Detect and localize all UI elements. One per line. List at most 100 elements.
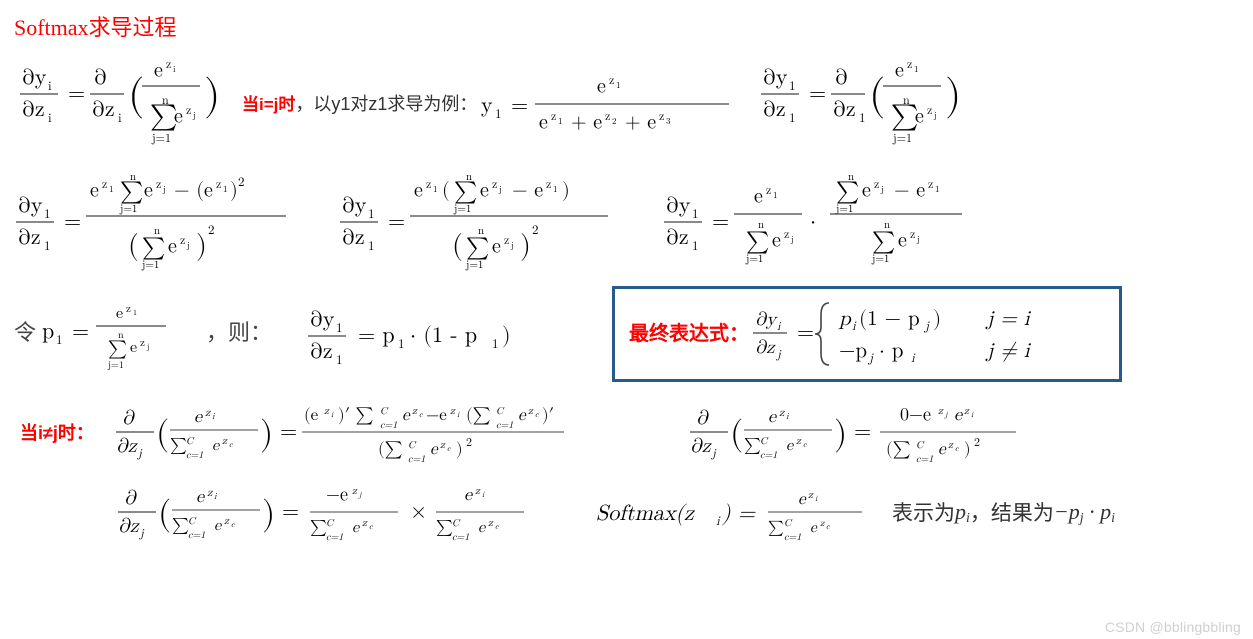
svg-text:j: j xyxy=(192,111,196,120)
svg-text:∂y: ∂y xyxy=(763,67,788,89)
svg-text:e: e xyxy=(938,441,947,458)
svg-text:e: e xyxy=(898,230,907,250)
svg-text:z: z xyxy=(412,406,418,417)
row-3: 令 p1 = ez1 n ∑j=1 ezj ，则： ∂y1 ∂z1 = p1 ·… xyxy=(14,286,1239,382)
sym-neg-pjpi: −pj · pi xyxy=(1054,501,1115,526)
svg-text:∂: ∂ xyxy=(94,67,107,89)
sym-pi: pi xyxy=(955,501,970,526)
svg-text:∂y: ∂y xyxy=(22,67,47,89)
svg-text:j=1: j=1 xyxy=(151,133,171,145)
svg-text:∂y: ∂y xyxy=(755,310,778,329)
svg-text:j: j xyxy=(916,235,920,244)
svg-text:z: z xyxy=(528,406,534,417)
svg-text:j=1: j=1 xyxy=(871,254,889,265)
svg-text:=: = xyxy=(712,211,729,233)
svg-text:c=1: c=1 xyxy=(408,454,425,464)
svg-text:1: 1 xyxy=(616,81,621,90)
svg-text:z: z xyxy=(796,436,802,447)
svg-text:e: e xyxy=(518,407,527,424)
svg-text:∂z: ∂z xyxy=(342,227,365,249)
svg-text:i: i xyxy=(48,80,52,93)
svg-text:e: e xyxy=(539,112,548,132)
svg-text:z: z xyxy=(779,407,786,419)
svg-text:∑: ∑ xyxy=(120,181,143,204)
svg-text:(: ( xyxy=(156,417,169,453)
svg-text:=: = xyxy=(64,211,81,233)
svg-text:1: 1 xyxy=(44,240,51,253)
svg-text:(∑: (∑ xyxy=(886,441,911,459)
svg-text:∂y: ∂y xyxy=(18,195,43,217)
svg-text:·: · xyxy=(810,211,816,233)
svg-text:2: 2 xyxy=(466,437,472,449)
svg-text:j=1: j=1 xyxy=(107,360,124,370)
svg-text:p: p xyxy=(42,321,54,343)
svg-text:z: z xyxy=(126,304,131,315)
svg-text:z: z xyxy=(450,406,456,417)
svg-text:j: j xyxy=(790,235,794,244)
svg-text:z: z xyxy=(440,440,446,451)
svg-text:=: = xyxy=(72,321,89,343)
svg-text:∂y: ∂y xyxy=(342,195,367,217)
svg-text:e: e xyxy=(194,408,204,426)
svg-text:j: j xyxy=(933,111,937,120)
svg-text:j=1: j=1 xyxy=(141,260,159,271)
svg-text:c=1: c=1 xyxy=(452,532,469,542)
svg-text:− e: − e xyxy=(512,180,543,200)
svg-text:i: i xyxy=(911,352,916,365)
svg-text:2: 2 xyxy=(612,117,617,126)
svg-text:p: p xyxy=(838,309,852,330)
svg-text:c: c xyxy=(229,441,234,449)
svg-text:= p: = p xyxy=(358,325,395,347)
watermark: CSDN @bblingbbling xyxy=(1105,619,1241,635)
svg-text:C: C xyxy=(326,518,335,528)
eq-step1: ∂y1 ∂z1 = ez1 n ∑j=1 ezj − (ez1 )2 ( n ∑… xyxy=(14,162,304,282)
svg-text:j: j xyxy=(498,185,502,194)
svg-text:c=1: c=1 xyxy=(784,532,801,542)
svg-text:1: 1 xyxy=(553,185,558,194)
svg-text:e: e xyxy=(414,180,423,200)
svg-text:∂y: ∂y xyxy=(666,195,691,217)
svg-text:∂z: ∂z xyxy=(763,99,786,121)
svg-text:0−e: 0−e xyxy=(900,406,931,424)
svg-text:− e: − e xyxy=(894,180,925,200)
svg-text:1: 1 xyxy=(789,112,796,125)
svg-text:(: ( xyxy=(128,232,139,261)
svg-text:e: e xyxy=(174,106,183,126)
svg-text:y: y xyxy=(481,95,493,117)
svg-text:z: z xyxy=(907,59,912,71)
svg-text:j = i: j = i xyxy=(985,309,1032,330)
svg-text:e: e xyxy=(196,488,206,506)
svg-text:z: z xyxy=(224,516,230,527)
svg-text:=: = xyxy=(854,421,871,443)
svg-text:c=1: c=1 xyxy=(326,532,343,542)
svg-text:1: 1 xyxy=(495,108,502,121)
svg-text:): ) xyxy=(834,417,847,453)
svg-text:z: z xyxy=(426,179,431,191)
svg-text:z: z xyxy=(216,179,221,191)
svg-text:i: i xyxy=(173,65,176,74)
svg-text:z: z xyxy=(928,179,933,191)
svg-text:2: 2 xyxy=(974,437,980,449)
svg-text:(∑: (∑ xyxy=(378,441,403,459)
svg-text:i: i xyxy=(457,411,460,419)
row-2: ∂y1 ∂z1 = ez1 n ∑j=1 ezj − (ez1 )2 ( n ∑… xyxy=(14,162,1239,282)
svg-text:z: z xyxy=(874,179,879,191)
svg-text:C: C xyxy=(916,440,925,450)
svg-text:1: 1 xyxy=(433,185,438,194)
svg-text:i: i xyxy=(716,515,721,528)
svg-text:1: 1 xyxy=(44,208,51,221)
svg-text:e: e xyxy=(786,438,795,454)
svg-text:(e: (e xyxy=(304,407,319,425)
svg-text:i: i xyxy=(815,495,818,503)
svg-text:): ) xyxy=(204,75,220,119)
svg-text:z: z xyxy=(156,179,161,191)
svg-text:z: z xyxy=(222,436,228,447)
svg-text:z: z xyxy=(205,407,212,419)
eq-step3: ∂y1 ∂z1 = ez1 n ∑j=1 ezj · n ∑j=1 ezj − … xyxy=(662,162,992,282)
svg-text:∂y: ∂y xyxy=(310,309,335,331)
svg-text:z: z xyxy=(362,518,368,529)
svg-text:e: e xyxy=(492,236,501,256)
svg-text:z: z xyxy=(488,518,494,529)
row-4: 当i≠j时： ∂ ∂zj ( ezi ∑Cc=1 ezc ) = (ezi )′… xyxy=(14,394,1239,472)
svg-text:j: j xyxy=(510,241,514,250)
